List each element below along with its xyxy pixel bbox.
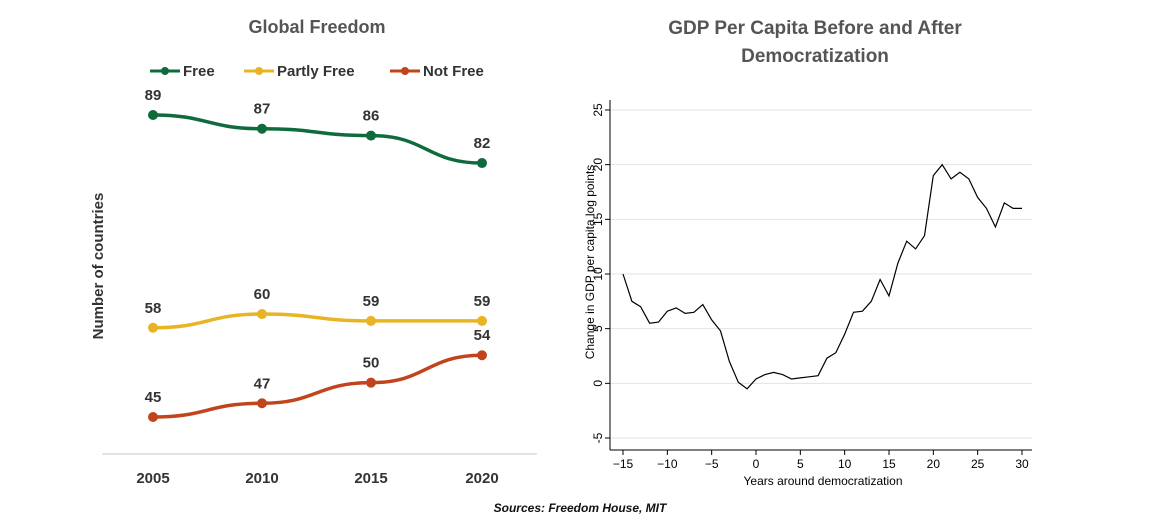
gdp-x-axis-label: Years around democratization bbox=[744, 474, 903, 488]
gdp-x-tick-label: −10 bbox=[657, 457, 678, 471]
legend-item: Not Free bbox=[390, 63, 484, 80]
freedom-data-point bbox=[257, 123, 267, 134]
freedom-data-label: 60 bbox=[254, 286, 271, 303]
freedom-data-label: 45 bbox=[145, 389, 162, 406]
gdp-chart-title-line-1: GDP Per Capita Before and After bbox=[668, 18, 962, 39]
legend-item: Free bbox=[150, 63, 215, 80]
freedom-data-point bbox=[257, 309, 267, 320]
gdp-y-tick-label: -5 bbox=[591, 432, 605, 443]
gdp-y-axis-label: Change in GDP per capita log points bbox=[583, 165, 597, 360]
freedom-data-point bbox=[366, 377, 376, 388]
freedom-data-label: 87 bbox=[254, 101, 271, 118]
freedom-data-label: 54 bbox=[474, 327, 491, 344]
freedom-data-label: 86 bbox=[363, 108, 380, 125]
legend-label: Free bbox=[183, 63, 215, 80]
gdp-y-tick-label: 20 bbox=[591, 158, 605, 172]
freedom-data-label: 82 bbox=[474, 135, 491, 152]
freedom-x-tick-label: 2005 bbox=[136, 470, 169, 487]
gdp-x-ticks: −15 −10 −5 0 5 10 15 20 25 30 bbox=[613, 450, 1029, 471]
gdp-y-tick-label: 10 bbox=[591, 267, 605, 281]
gdp-x-tick-label: 25 bbox=[971, 457, 985, 471]
freedom-series-line bbox=[152, 353, 483, 419]
freedom-data-point bbox=[477, 350, 487, 361]
freedom-data-point bbox=[366, 315, 376, 326]
freedom-x-tick-label: 2020 bbox=[465, 470, 498, 487]
freedom-y-axis-label: Number of countries bbox=[90, 193, 107, 340]
freedom-x-tick-label: 2015 bbox=[354, 470, 387, 487]
legend-swatch-marker bbox=[161, 67, 169, 75]
legend-item: Partly Free bbox=[244, 63, 355, 80]
gdp-x-tick-label: 5 bbox=[797, 457, 804, 471]
legend-swatch-marker bbox=[255, 67, 263, 75]
gdp-x-tick-label: −5 bbox=[705, 457, 719, 471]
gdp-y-tick-label: 15 bbox=[591, 212, 605, 226]
freedom-x-tick-label: 2010 bbox=[245, 470, 278, 487]
gdp-chart-title-line-2: Democratization bbox=[741, 46, 889, 67]
legend-swatch-marker bbox=[401, 67, 409, 75]
legend-label: Not Free bbox=[423, 63, 484, 80]
freedom-data-label: 58 bbox=[145, 300, 162, 317]
freedom-data-point bbox=[477, 158, 487, 169]
freedom-data-label: 59 bbox=[474, 293, 491, 310]
source-note: Sources: Freedom House, MIT bbox=[493, 501, 667, 515]
freedom-data-point bbox=[366, 130, 376, 141]
freedom-data-label: 50 bbox=[363, 355, 380, 372]
freedom-data-label: 47 bbox=[254, 375, 271, 392]
gdp-x-tick-label: 10 bbox=[838, 457, 852, 471]
freedom-data-point bbox=[257, 398, 267, 409]
gdp-x-tick-label: 30 bbox=[1015, 457, 1029, 471]
freedom-series-line bbox=[152, 312, 482, 330]
gdp-y-tick-label: 25 bbox=[591, 103, 605, 117]
freedom-chart-title: Global Freedom bbox=[248, 17, 385, 37]
freedom-series-line bbox=[152, 113, 483, 165]
freedom-data-point bbox=[148, 412, 158, 422]
freedom-legend: Free Partly Free Not Free bbox=[150, 63, 484, 80]
gdp-x-tick-label: 20 bbox=[927, 457, 941, 471]
gdp-gridlines bbox=[610, 109, 1032, 439]
freedom-data-label: 59 bbox=[363, 293, 380, 310]
freedom-data-point bbox=[148, 110, 158, 120]
freedom-series-group: 89 87 86 82 58 60 59 59 45 47 50 54 bbox=[145, 87, 491, 422]
gdp-x-tick-label: 0 bbox=[753, 457, 760, 471]
gdp-series-line bbox=[622, 163, 1022, 390]
freedom-series: 89 87 86 82 bbox=[145, 87, 491, 169]
gdp-y-tick-label: 0 bbox=[591, 380, 605, 387]
gdp-chart: GDP Per Capita Before and After Democrat… bbox=[583, 18, 1032, 488]
freedom-series: 58 60 59 59 bbox=[145, 286, 491, 333]
freedom-data-point bbox=[148, 322, 158, 333]
gdp-x-tick-label: −15 bbox=[613, 457, 634, 471]
gdp-y-ticks: -5 0 5 10 15 20 25 bbox=[591, 103, 610, 443]
freedom-x-ticks: 2005 2010 2015 2020 bbox=[136, 470, 498, 487]
freedom-chart: Global Freedom Free Partly Free Not Free N… bbox=[90, 17, 537, 487]
gdp-x-tick-label: 15 bbox=[882, 457, 896, 471]
freedom-data-point bbox=[477, 315, 487, 326]
freedom-series: 45 47 50 54 bbox=[145, 327, 491, 422]
freedom-data-label: 89 bbox=[145, 87, 162, 104]
gdp-y-tick-label: 5 bbox=[591, 325, 605, 332]
legend-label: Partly Free bbox=[277, 63, 355, 80]
